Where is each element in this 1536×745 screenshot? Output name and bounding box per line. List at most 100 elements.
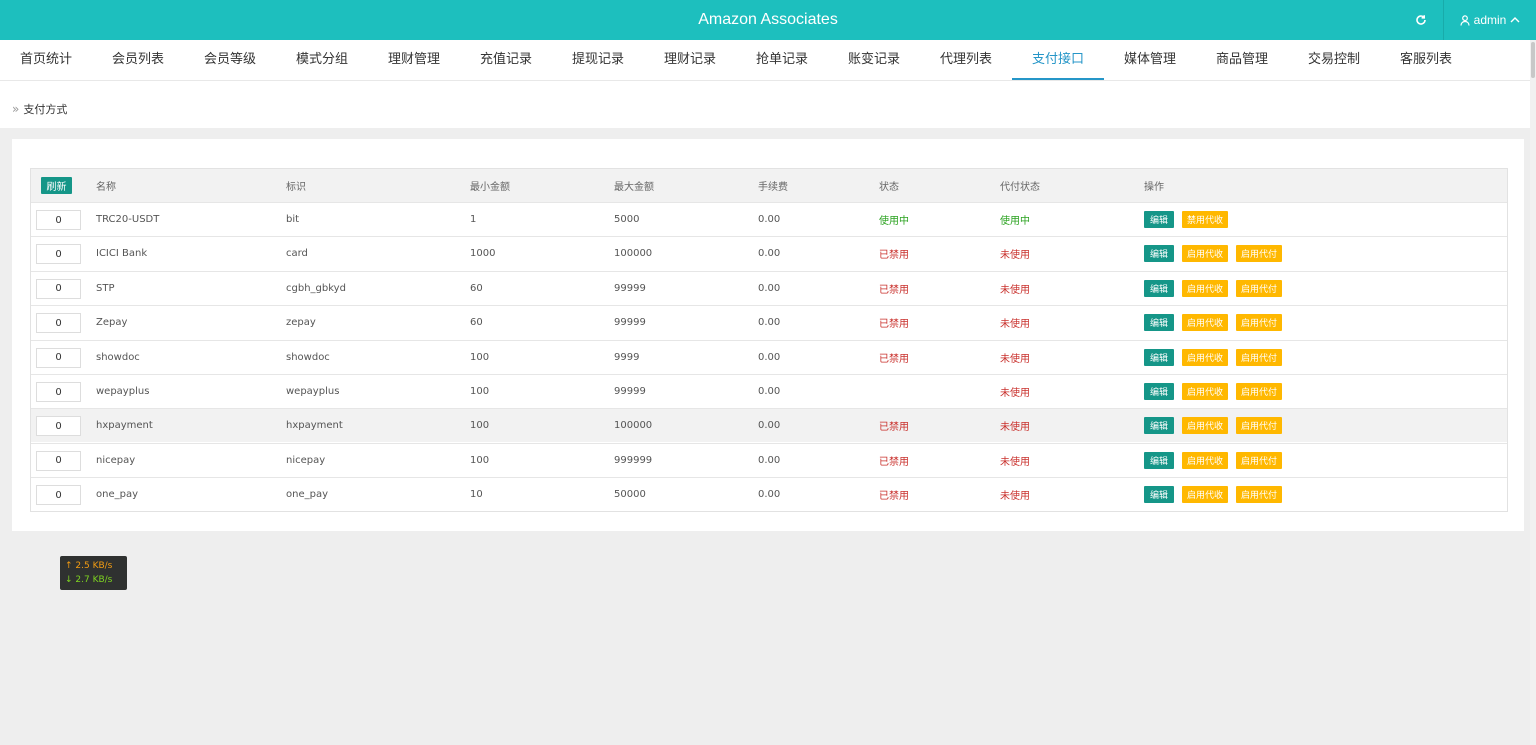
nav-tab-0[interactable]: 首页统计 xyxy=(19,52,72,67)
col-status: 状态 xyxy=(879,182,899,193)
scrollbar[interactable] xyxy=(1530,40,1536,745)
status-text: 已禁用 xyxy=(879,422,909,434)
edit-button[interactable]: 编辑 xyxy=(1144,245,1174,263)
toggle-collection-button[interactable]: 启用代收 xyxy=(1182,314,1228,332)
nav-tab-2[interactable]: 会员等级 xyxy=(203,52,256,67)
payout-status-text: 未使用 xyxy=(1000,388,1030,399)
content-card: 刷新 名称 标识 最小金额 最大金额 手续费 状态 代付状态 操作 TRC20-… xyxy=(12,139,1524,531)
payment-code: nicepay xyxy=(286,454,326,466)
toggle-collection-button[interactable]: 禁用代收 xyxy=(1182,211,1228,228)
edit-button[interactable]: 编辑 xyxy=(1144,486,1174,504)
max-amount: 999999 xyxy=(614,454,653,466)
min-amount: 100 xyxy=(470,386,490,397)
toggle-payout-button[interactable]: 启用代付 xyxy=(1236,383,1282,400)
min-amount: 1 xyxy=(470,214,477,225)
toggle-payout-button[interactable]: 启用代付 xyxy=(1236,245,1282,263)
col-max: 最大金额 xyxy=(614,182,654,193)
status-text: 已禁用 xyxy=(879,319,909,331)
toggle-collection-button[interactable]: 启用代收 xyxy=(1182,417,1228,435)
status-text: 已禁用 xyxy=(879,250,909,262)
col-payout-status: 代付状态 xyxy=(1000,182,1040,193)
min-amount: 100 xyxy=(470,351,490,363)
nav-tab-1[interactable]: 会员列表 xyxy=(111,52,164,67)
toggle-payout-button[interactable]: 启用代付 xyxy=(1236,486,1282,504)
status-text: 已禁用 xyxy=(879,491,909,503)
edit-button[interactable]: 编辑 xyxy=(1144,314,1174,332)
payout-status-text: 未使用 xyxy=(1000,456,1030,468)
toggle-payout-button[interactable]: 启用代付 xyxy=(1236,279,1282,297)
max-amount: 100000 xyxy=(614,420,653,432)
fee-value: 0.00 xyxy=(758,351,781,363)
nav-tab-4[interactable]: 理财管理 xyxy=(387,52,440,67)
refresh-icon xyxy=(1416,15,1426,25)
nav-tab-5[interactable]: 充值记录 xyxy=(479,52,532,67)
upload-speed: ↑ 2.5 KB/s xyxy=(65,561,113,571)
nav-tab-10[interactable]: 代理列表 xyxy=(939,52,992,67)
table-refresh-button[interactable]: 刷新 xyxy=(41,177,72,194)
table-row: wepayplus wepayplus 100 99999 0.00 未使用 编辑启用代收启… xyxy=(31,374,1507,408)
payout-status-text: 未使用 xyxy=(1000,422,1030,434)
toggle-payout-button[interactable]: 启用代付 xyxy=(1236,348,1282,366)
min-amount: 1000 xyxy=(470,248,496,260)
payment-name: STP xyxy=(96,282,115,294)
toggle-payout-button[interactable]: 启用代付 xyxy=(1236,314,1282,332)
nav-tab-6[interactable]: 提现记录 xyxy=(571,52,624,67)
nav-tab-15[interactable]: 客服列表 xyxy=(1399,52,1452,67)
payment-name: showdoc xyxy=(96,351,140,363)
sort-order-input[interactable] xyxy=(36,347,81,368)
user-menu[interactable]: admin xyxy=(1443,0,1536,40)
edit-button[interactable]: 编辑 xyxy=(1144,211,1174,228)
max-amount: 9999 xyxy=(614,351,640,363)
max-amount: 50000 xyxy=(614,489,646,501)
payment-table: 刷新 名称 标识 最小金额 最大金额 手续费 状态 代付状态 操作 TRC20-… xyxy=(30,168,1508,512)
nav-tab-7[interactable]: 理财记录 xyxy=(663,52,716,67)
app-title: Amazon Associates xyxy=(698,11,838,28)
nav-tab-12[interactable]: 媒体管理 xyxy=(1123,52,1176,67)
edit-button[interactable]: 编辑 xyxy=(1144,348,1174,366)
sort-order-input[interactable] xyxy=(36,244,81,265)
nav-tab-9[interactable]: 账变记录 xyxy=(847,52,900,67)
payment-code: bit xyxy=(286,214,300,225)
toggle-collection-button[interactable]: 启用代收 xyxy=(1182,486,1228,504)
toggle-payout-button[interactable]: 启用代付 xyxy=(1236,417,1282,435)
edit-button[interactable]: 编辑 xyxy=(1144,417,1174,435)
toggle-payout-button[interactable]: 启用代付 xyxy=(1236,451,1282,469)
edit-button[interactable]: 编辑 xyxy=(1144,383,1174,400)
nav-tab-3[interactable]: 模式分组 xyxy=(295,52,348,67)
col-code: 标识 xyxy=(286,182,306,193)
edit-button[interactable]: 编辑 xyxy=(1144,279,1174,297)
payment-code: zepay xyxy=(286,317,316,329)
sort-order-input[interactable] xyxy=(36,210,81,230)
toggle-collection-button[interactable]: 启用代收 xyxy=(1182,451,1228,469)
download-speed: ↓ 2.7 KB/s xyxy=(65,575,113,585)
refresh-page-button[interactable] xyxy=(1400,0,1442,40)
breadcrumb-bar: » 支付方式 xyxy=(0,80,1536,128)
sort-order-input[interactable] xyxy=(36,450,81,471)
toggle-collection-button[interactable]: 启用代收 xyxy=(1182,348,1228,366)
sort-order-input[interactable] xyxy=(36,485,81,506)
toggle-collection-button[interactable]: 启用代收 xyxy=(1182,279,1228,297)
table-row: showdoc showdoc 100 9999 0.00 已禁用 未使用 编辑启用代收启用代… xyxy=(31,339,1507,374)
sort-order-input[interactable] xyxy=(36,382,81,402)
sort-order-input[interactable] xyxy=(36,278,81,299)
top-bar: Amazon Associates admin xyxy=(0,0,1536,40)
toggle-collection-button[interactable]: 启用代收 xyxy=(1182,245,1228,263)
min-amount: 60 xyxy=(470,317,483,329)
sort-order-input[interactable] xyxy=(36,416,81,437)
status-text: 已禁用 xyxy=(879,284,909,296)
nav-tab-14[interactable]: 交易控制 xyxy=(1307,52,1360,67)
payout-status-text: 使用中 xyxy=(1000,216,1030,227)
sort-order-input[interactable] xyxy=(36,313,81,334)
scrollbar-thumb[interactable] xyxy=(1531,42,1535,78)
toggle-collection-button[interactable]: 启用代收 xyxy=(1182,383,1228,400)
fee-value: 0.00 xyxy=(758,317,781,329)
status-text: 已禁用 xyxy=(879,353,909,365)
edit-button[interactable]: 编辑 xyxy=(1144,451,1174,469)
breadcrumb-label: 支付方式 xyxy=(23,103,68,116)
min-amount: 60 xyxy=(470,282,483,294)
nav-tab-13[interactable]: 商品管理 xyxy=(1215,52,1268,67)
nav-tab-11[interactable]: 支付接口 xyxy=(1012,40,1104,80)
table-row: nicepay nicepay 100 999999 0.00 已禁用 未使用 编辑启用代收启… xyxy=(31,442,1507,477)
nav-tab-8[interactable]: 抢单记录 xyxy=(755,52,808,67)
main-nav: 首页统计 会员列表 会员等级 模式分组 理财管理 充值记录 提现记录 理财记录 抢单记录 账变记录… xyxy=(0,40,1530,80)
